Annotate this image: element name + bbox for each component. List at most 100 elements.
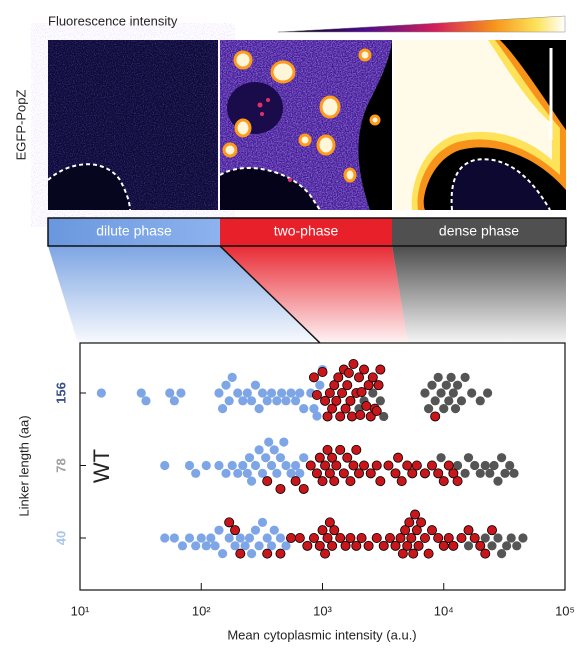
data-point <box>420 469 429 478</box>
data-point <box>258 518 267 527</box>
data-point <box>497 549 506 558</box>
data-point <box>436 388 445 397</box>
data-point <box>451 404 460 413</box>
data-point <box>214 526 223 535</box>
data-point <box>509 469 518 478</box>
data-point <box>261 453 270 462</box>
data-point <box>255 445 264 454</box>
data-point <box>303 541 312 550</box>
phase-funnels <box>48 246 566 343</box>
data-point <box>442 381 451 390</box>
data-point <box>385 533 394 542</box>
data-point <box>165 388 174 397</box>
data-point <box>299 484 308 493</box>
x-tick-label: 10² <box>192 603 211 618</box>
data-point <box>461 469 470 478</box>
data-point <box>483 388 492 397</box>
data-point <box>470 533 479 542</box>
data-point <box>336 533 345 542</box>
data-point <box>312 390 321 399</box>
data-point <box>424 549 433 558</box>
data-point <box>464 453 473 462</box>
legend-label: two-phase <box>274 223 339 239</box>
data-point <box>461 373 470 382</box>
data-point <box>281 461 290 470</box>
data-point <box>251 461 260 470</box>
data-point <box>236 549 245 558</box>
data-point <box>362 401 371 410</box>
data-point <box>343 381 352 390</box>
data-point <box>255 541 264 550</box>
data-point <box>318 477 327 486</box>
data-point <box>291 477 300 486</box>
data-point <box>295 533 304 542</box>
y-tick-label: 40 <box>53 531 68 545</box>
data-point <box>420 533 429 542</box>
data-point <box>270 445 279 454</box>
data-point <box>210 541 219 550</box>
data-point <box>332 461 341 470</box>
data-point <box>315 381 324 390</box>
data-point <box>218 549 227 558</box>
colorbar <box>278 16 565 32</box>
data-point <box>236 533 245 542</box>
data-point <box>276 484 285 493</box>
data-point <box>245 533 254 542</box>
data-point <box>346 533 355 542</box>
data-point <box>247 477 256 486</box>
colorbar-label: Fluorescence intensity <box>48 13 178 28</box>
data-point <box>434 469 443 478</box>
x-tick-label: 10³ <box>313 603 332 618</box>
data-point <box>202 461 211 470</box>
data-point <box>427 526 436 535</box>
data-point <box>191 469 200 478</box>
data-point <box>368 373 377 382</box>
data-point <box>185 461 194 470</box>
data-point <box>372 406 381 415</box>
data-point <box>476 469 485 478</box>
data-point <box>263 549 272 558</box>
data-point <box>397 477 406 486</box>
data-point <box>427 381 436 390</box>
legend-label: dilute phase <box>96 223 172 239</box>
data-point <box>299 404 308 413</box>
data-point <box>225 533 234 542</box>
data-point <box>160 461 169 470</box>
data-point <box>356 410 365 419</box>
y-tick-label: 78 <box>53 458 68 472</box>
data-point <box>299 453 308 462</box>
data-point <box>272 469 281 478</box>
data-point <box>97 388 106 397</box>
data-point <box>197 533 206 542</box>
data-point <box>258 388 267 397</box>
data-point <box>374 381 383 390</box>
data-point <box>328 541 337 550</box>
data-point <box>467 388 476 397</box>
data-point <box>343 453 352 462</box>
data-point <box>481 549 490 558</box>
data-point <box>457 533 466 542</box>
data-point <box>439 404 448 413</box>
data-point <box>315 541 324 550</box>
data-point <box>309 373 318 382</box>
data-point <box>315 453 324 462</box>
data-point <box>376 365 385 374</box>
data-point <box>279 437 288 446</box>
data-point <box>267 461 276 470</box>
data-point <box>379 541 388 550</box>
data-point <box>359 365 368 374</box>
data-point <box>255 404 264 413</box>
data-point <box>228 461 237 470</box>
data-point <box>339 469 348 478</box>
data-point <box>420 388 429 397</box>
data-point <box>481 461 490 470</box>
data-point <box>245 453 254 462</box>
data-point <box>238 396 247 405</box>
data-point <box>518 533 527 542</box>
data-point <box>485 469 494 478</box>
data-point <box>225 396 234 405</box>
data-point <box>376 396 385 405</box>
annotation: WT <box>89 449 114 483</box>
data-point <box>230 526 239 535</box>
data-point <box>141 396 150 405</box>
